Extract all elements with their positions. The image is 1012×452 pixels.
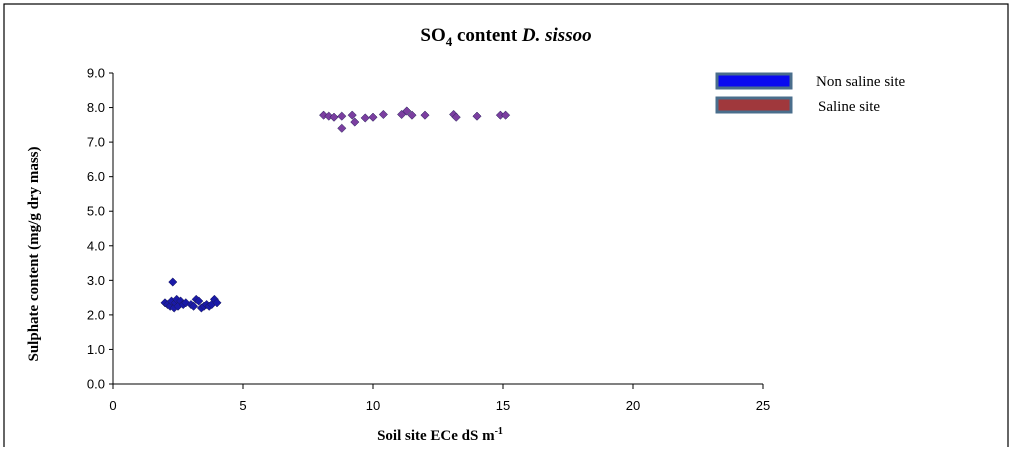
saline-point xyxy=(337,111,347,121)
x-tick-label: 10 xyxy=(366,398,380,413)
chart-title-main: SO xyxy=(420,25,445,46)
y-tick-label: 5.0 xyxy=(87,204,105,219)
saline-point xyxy=(347,110,357,120)
chart-border xyxy=(3,3,1009,452)
saline-point xyxy=(378,109,388,120)
y-tick-label: 3.0 xyxy=(87,273,105,288)
saline-point xyxy=(337,123,347,133)
non-saline-point xyxy=(168,277,178,287)
saline-point xyxy=(360,113,370,123)
chart-title-subscript: 4 xyxy=(446,34,453,49)
saline-point xyxy=(420,110,430,120)
x-tick-label: 15 xyxy=(496,398,510,413)
x-axis-title: Soil site ECe dS m-1 xyxy=(377,426,503,444)
y-tick-label: 4.0 xyxy=(87,238,105,253)
y-tick-label: 8.0 xyxy=(87,100,105,115)
legend-label-saline: Saline site xyxy=(818,99,880,115)
y-tick-label: 2.0 xyxy=(87,307,105,322)
saline-point xyxy=(350,117,360,127)
saline-point xyxy=(501,110,511,120)
data-points xyxy=(160,106,511,313)
y-ticks: 0.0 1.0 2.0 3.0 4.0 5.0 6.0 7.0 8.0 9.0 xyxy=(87,66,113,392)
chart-title-rest: content xyxy=(452,25,522,46)
saline-point xyxy=(324,111,334,121)
x-ticks: 0 5 10 15 20 25 xyxy=(109,384,770,413)
chart-title: SO4 content D. sissoo xyxy=(420,25,591,49)
saline-point xyxy=(368,112,378,122)
x-tick-label: 5 xyxy=(239,398,246,413)
y-tick-label: 6.0 xyxy=(87,169,105,184)
legend: Non saline site Saline site xyxy=(715,72,905,115)
y-tick-label: 7.0 xyxy=(87,135,105,150)
legend-swatch-saline xyxy=(715,96,793,114)
saline-point xyxy=(407,110,417,120)
x-tick-label: 0 xyxy=(109,398,116,413)
non-saline-point xyxy=(212,298,222,308)
x-axis-title-main: Soil site ECe dS m xyxy=(377,428,495,444)
y-axis-title: Sulphate content (mg/g dry mass) xyxy=(26,146,42,361)
non-saline-point xyxy=(194,296,204,306)
chart-title-species: D. sissoo xyxy=(521,25,592,46)
saline-point xyxy=(329,112,339,122)
saline-point xyxy=(472,111,482,121)
x-tick-label: 25 xyxy=(756,398,770,413)
saline-point xyxy=(402,106,412,116)
y-tick-label: 0.0 xyxy=(87,377,105,392)
y-tick-label: 1.0 xyxy=(87,342,105,357)
y-tick-label: 9.0 xyxy=(87,66,105,81)
non-saline-point xyxy=(189,301,199,311)
legend-swatch-non-saline xyxy=(715,72,793,90)
x-tick-label: 20 xyxy=(626,398,640,413)
x-axis-title-superscript: -1 xyxy=(495,426,503,437)
saline-point xyxy=(451,112,461,122)
legend-label-non-saline: Non saline site xyxy=(816,74,905,90)
